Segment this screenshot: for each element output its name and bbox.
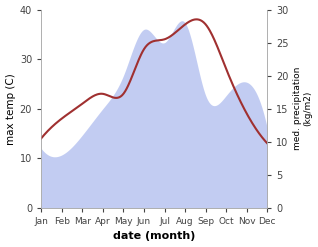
Y-axis label: max temp (C): max temp (C) (5, 73, 16, 144)
Y-axis label: med. precipitation
(kg/m2): med. precipitation (kg/m2) (293, 67, 313, 150)
X-axis label: date (month): date (month) (113, 231, 196, 242)
